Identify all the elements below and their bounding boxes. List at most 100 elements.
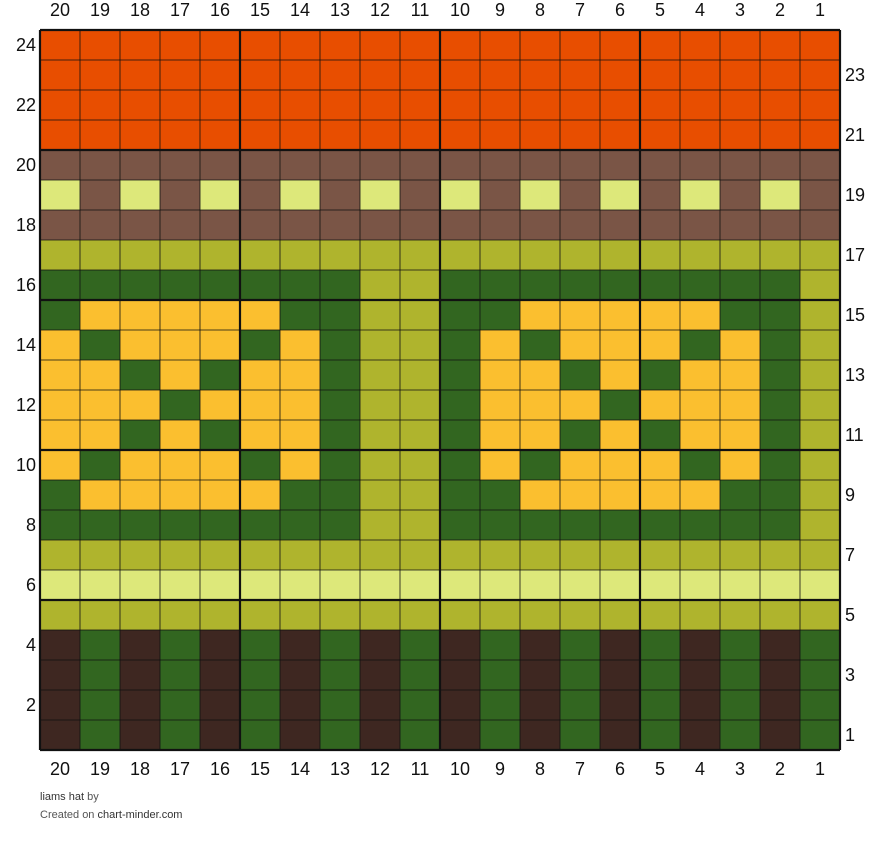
chart-cell (600, 150, 640, 180)
chart-cell (160, 360, 200, 390)
chart-cell (480, 600, 520, 630)
chart-cell (560, 510, 600, 540)
chart-cell (80, 60, 120, 90)
chart-cell (280, 300, 320, 330)
chart-cell (560, 390, 600, 420)
chart-cell (440, 360, 480, 390)
row-label: 9 (845, 485, 855, 505)
chart-cell (640, 630, 680, 660)
chart-cell (320, 390, 360, 420)
chart-cell (520, 510, 560, 540)
chart-cell (120, 360, 160, 390)
column-label: 2 (775, 759, 785, 779)
site-link[interactable]: chart-minder.com (97, 809, 183, 821)
chart-cell (200, 480, 240, 510)
chart-cell (160, 90, 200, 120)
chart-cell (520, 240, 560, 270)
chart-cell (360, 240, 400, 270)
chart-cell (200, 450, 240, 480)
chart-cell (280, 90, 320, 120)
chart-cell (680, 600, 720, 630)
chart-cell (80, 270, 120, 300)
column-label: 20 (50, 0, 70, 20)
chart-cell (400, 120, 440, 150)
chart-cell (80, 180, 120, 210)
chart-cell (40, 510, 80, 540)
column-label: 7 (575, 759, 585, 779)
chart-cell (560, 270, 600, 300)
row-label: 18 (16, 215, 36, 235)
row-label: 13 (845, 365, 865, 385)
chart-cell (800, 420, 840, 450)
chart-cell (480, 60, 520, 90)
chart-cell (160, 30, 200, 60)
chart-cell (200, 330, 240, 360)
chart-cell (40, 30, 80, 60)
chart-cell (80, 390, 120, 420)
chart-cell (520, 60, 560, 90)
column-label: 19 (90, 0, 110, 20)
chart-cell (400, 270, 440, 300)
chart-cell (520, 90, 560, 120)
chart-cell (680, 180, 720, 210)
chart-cell (160, 120, 200, 150)
chart-cell (400, 510, 440, 540)
chart-cell (680, 120, 720, 150)
chart-cell (760, 690, 800, 720)
chart-cell (480, 480, 520, 510)
chart-cell (400, 360, 440, 390)
chart-cell (520, 540, 560, 570)
chart-cell (480, 540, 520, 570)
chart-cell (400, 600, 440, 630)
column-label: 11 (411, 759, 430, 779)
row-label: 19 (845, 185, 865, 205)
chart-cell (440, 720, 480, 750)
chart-cell (800, 30, 840, 60)
chart-cell (680, 570, 720, 600)
chart-cell (280, 540, 320, 570)
chart-cell (40, 390, 80, 420)
created-on-line: Created on chart-minder.com (40, 806, 182, 824)
chart-cell (200, 360, 240, 390)
chart-cell (240, 480, 280, 510)
chart-cell (360, 60, 400, 90)
chart-cell (640, 720, 680, 750)
chart-cell (680, 60, 720, 90)
chart-cell (600, 600, 640, 630)
chart-cell (160, 210, 200, 240)
chart-cell (680, 630, 720, 660)
chart-cell (360, 30, 400, 60)
chart-cell (560, 540, 600, 570)
row-labels-left: 24 22 20 18 16 14 12 10 8 6 4 2 (16, 35, 36, 715)
chart-cell (480, 150, 520, 180)
row-label: 24 (16, 35, 36, 55)
chart-cell (40, 90, 80, 120)
chart-cell (160, 480, 200, 510)
chart-cell (240, 390, 280, 420)
chart-cell (360, 450, 400, 480)
chart-cell (200, 600, 240, 630)
chart-cell (720, 630, 760, 660)
chart-cell (480, 240, 520, 270)
chart-cell (600, 510, 640, 540)
chart-cell (40, 720, 80, 750)
chart-cell (680, 390, 720, 420)
chart-cell (800, 720, 840, 750)
chart-cell (200, 660, 240, 690)
chart-cell (720, 570, 760, 600)
chart-cell (80, 570, 120, 600)
row-label: 3 (845, 665, 855, 685)
chart-cell (320, 270, 360, 300)
chart-cell (160, 570, 200, 600)
chart-cell (440, 540, 480, 570)
column-label: 17 (170, 759, 190, 779)
chart-cell (440, 30, 480, 60)
chart-cell (560, 450, 600, 480)
chart-cell (240, 30, 280, 60)
chart-cell (680, 450, 720, 480)
chart-cell (200, 180, 240, 210)
chart-cell (40, 60, 80, 90)
column-label: 8 (535, 759, 545, 779)
chart-cell (600, 240, 640, 270)
chart-cell (440, 210, 480, 240)
